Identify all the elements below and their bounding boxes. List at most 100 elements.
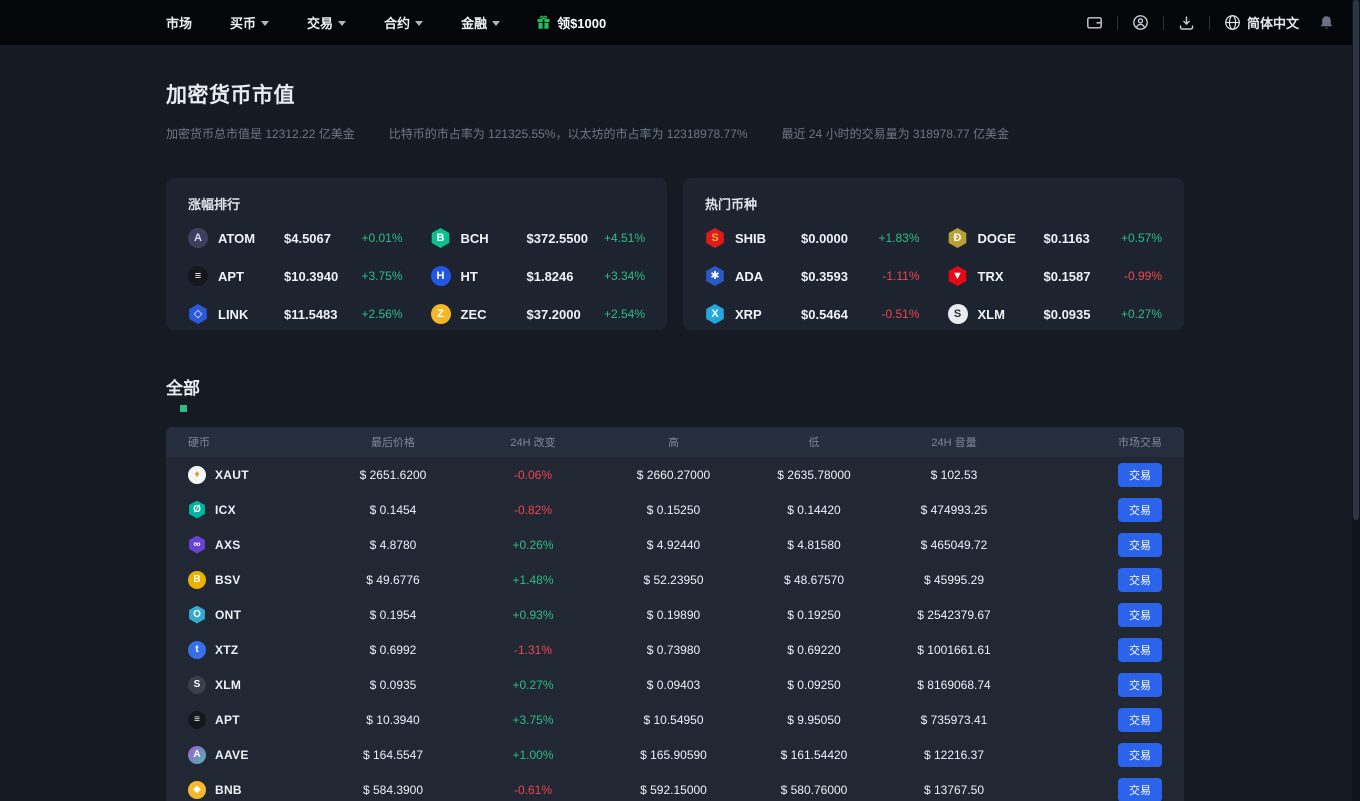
change-24h: -0.82% [513,502,553,517]
account-button[interactable] [1132,14,1149,31]
table-row[interactable]: ∞ AXS $ 4.8780 +0.26% $ 4.92440 $ 4.8158… [166,527,1184,562]
main-nav: 市场 买币 交易 合约 金融 [166,13,501,32]
coin-symbol: AAVE [215,747,249,762]
shib-icon: S [706,228,724,248]
table-row[interactable]: ◆ BNB $ 584.3900 -0.61% $ 592.15000 $ 58… [166,772,1184,801]
panel-coin-row[interactable]: ✱ ADA $0.3593 -1.11% [705,257,920,295]
trade-button[interactable]: 交易 [1118,567,1162,592]
nav-item-trade[interactable]: 交易 [307,13,347,32]
last-price: $ 0.6992 [369,642,417,657]
coin-symbol: ICX [215,502,236,517]
coin-symbol: XRP [735,306,762,322]
coin-cell: ◆ BNB [166,780,323,799]
last-price: $ 0.1454 [369,502,417,517]
trade-button[interactable]: 交易 [1118,672,1162,697]
coin-price: $0.1587 [1043,268,1091,284]
ada-icon: ✱ [706,266,724,286]
nav-item-market[interactable]: 市场 [166,16,193,31]
table-row[interactable]: ≡ APT $ 10.3940 +3.75% $ 10.54950 $ 9.95… [166,702,1184,737]
wallet-button[interactable] [1086,14,1103,31]
table-row[interactable]: Ø ICX $ 0.1454 -0.82% $ 0.15250 $ 0.1442… [166,492,1184,527]
trade-button[interactable]: 交易 [1118,742,1162,767]
coin-change: +0.57% [1120,231,1162,245]
column-header: 24H 音量 [931,437,977,449]
trade-button[interactable]: 交易 [1118,637,1162,662]
language-label: 简体中文 [1246,16,1299,31]
table-row[interactable]: ♦ XAUT $ 2651.6200 -0.06% $ 2660.27000 $… [166,457,1184,492]
trade-button[interactable]: 交易 [1118,777,1162,801]
panel-coin-row[interactable]: H HT $1.8246 +3.34% [430,257,645,295]
xaut-icon: ♦ [188,465,206,484]
promo-button[interactable]: 领$1000 [536,13,606,32]
coin-price: $0.0000 [801,230,848,246]
volume-24h: $ 735973.41 [920,712,988,727]
column-header: 低 [808,437,820,449]
featured-panels: 涨幅排行 A ATOM $4.5067 +0.01% B BCH $372.55… [166,178,1184,330]
market-stat: 比特币的市占率为 121325.55%，以太坊的市占率为 12318978.77… [388,127,748,141]
coin-change: +3.34% [603,269,645,283]
divider [1162,15,1164,30]
nav-item-buy[interactable]: 买币 [230,13,270,32]
coin-change: -0.99% [1123,269,1162,283]
high-24h: $ 0.73980 [646,642,701,657]
apt-icon: ≡ [188,710,206,729]
scrollbar-thumb[interactable] [1353,0,1359,520]
panel-coin-row[interactable]: S SHIB $0.0000 +1.83% [705,219,920,257]
panel-coin-row[interactable]: S XLM $0.0935 +0.27% [947,295,1162,333]
low-24h: $ 4.81580 [787,537,841,552]
volume-24h: $ 45995.29 [923,572,985,587]
coin-cell: Ø ICX [166,500,323,519]
trade-button[interactable]: 交易 [1118,602,1162,627]
coin-symbol: XLM [215,677,242,692]
trade-button[interactable]: 交易 [1118,707,1162,732]
trade-button[interactable]: 交易 [1118,532,1162,557]
table-row[interactable]: S XLM $ 0.0935 +0.27% $ 0.09403 $ 0.0925… [166,667,1184,702]
deposit-button[interactable] [1178,14,1195,31]
column-header: 硬币 [188,437,210,449]
nav-item-finance[interactable]: 金融 [461,13,501,32]
panel-coin-row[interactable]: X XRP $0.5464 -0.51% [705,295,920,333]
coin-cell: O ONT [166,605,323,624]
high-24h: $ 165.90590 [640,747,707,762]
coin-change: -0.51% [881,307,920,321]
scrollbar[interactable] [1352,0,1360,801]
panel-coin-row[interactable]: A ATOM $4.5067 +0.01% [188,219,403,257]
panel-coin-row[interactable]: ≡ APT $10.3940 +3.75% [188,257,403,295]
page-title: 加密货币市值 [166,84,295,107]
bch-icon: B [431,228,450,248]
table-row[interactable]: O ONT $ 0.1954 +0.93% $ 0.19890 $ 0.1925… [166,597,1184,632]
high-24h: $ 592.15000 [640,782,707,797]
coin-cell: B BSV [166,570,323,589]
chevron-down-icon [261,21,270,26]
panel-coin-row[interactable]: B BCH $372.5500 +4.51% [431,219,645,257]
volume-24h: $ 2542379.67 [917,607,991,622]
coin-price: $4.5067 [284,230,331,246]
panel-coin-row[interactable]: ◇ LINK $11.5483 +2.56% [188,295,403,333]
panel-coin-row[interactable]: Z ZEC $37.2000 +2.54% [430,295,645,333]
xlm-icon: S [188,675,206,694]
table-row[interactable]: A AAVE $ 164.5547 +1.00% $ 165.90590 $ 1… [166,737,1184,772]
language-button[interactable]: 简体中文 [1224,13,1299,32]
wallet-icon [1087,17,1102,29]
panel-coin-row[interactable]: Ð DOGE $0.1163 +0.57% [948,219,1162,257]
coin-change: +1.83% [878,231,920,245]
account-icon [1133,15,1148,30]
change-24h: +1.48% [512,572,554,587]
volume-24h: $ 13767.50 [923,782,985,797]
table-row[interactable]: t XTZ $ 0.6992 -1.31% $ 0.73980 $ 0.6922… [166,632,1184,667]
coin-cell: S XLM [166,675,323,694]
notifications-button[interactable] [1319,15,1334,31]
table-row[interactable]: B BSV $ 49.6776 +1.48% $ 52.23950 $ 48.6… [166,562,1184,597]
change-24h: +3.75% [512,712,554,727]
coin-price: $0.5464 [801,306,848,322]
bell-icon [1320,15,1333,29]
coin-change: +2.54% [603,307,645,321]
high-24h: $ 52.23950 [643,572,704,587]
volume-24h: $ 465049.72 [920,537,988,552]
panel-coin-row[interactable]: ▼ TRX $0.1587 -0.99% [948,257,1162,295]
trade-button[interactable]: 交易 [1118,462,1162,487]
coin-symbol: ATOM [218,230,256,246]
trade-button[interactable]: 交易 [1118,497,1162,522]
nav-item-contract[interactable]: 合约 [384,13,424,32]
coin-change: +0.27% [1120,307,1162,321]
